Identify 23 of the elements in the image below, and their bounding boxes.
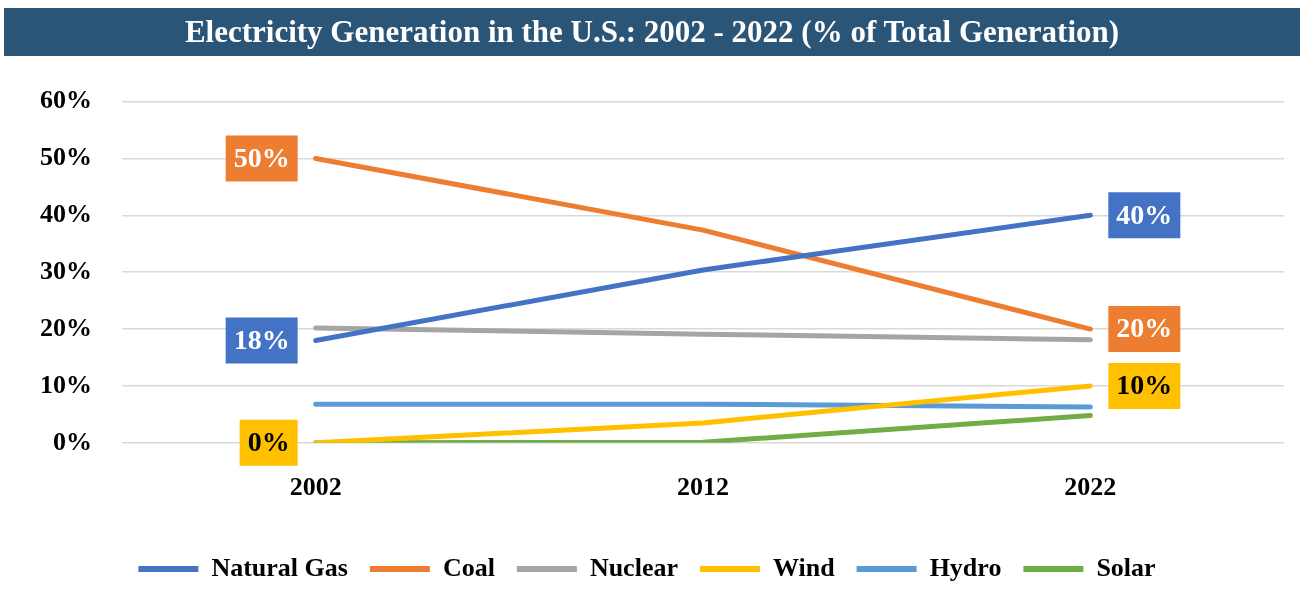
- data-label: 0%: [247, 426, 290, 458]
- y-tick-label: 20%: [40, 312, 92, 342]
- legend-label: Hydro: [929, 552, 1002, 582]
- data-label: 40%: [1116, 198, 1173, 230]
- y-tick-label: 0%: [53, 426, 92, 456]
- chart-title: Electricity Generation in the U.S.: 2002 - 2022 (% of Total Generation): [4, 8, 1300, 56]
- data-label: 10%: [1116, 369, 1173, 401]
- y-tick-label: 40%: [40, 199, 92, 229]
- y-tick-label: 10%: [40, 369, 92, 399]
- y-tick-label: 60%: [40, 85, 92, 115]
- x-tick-label: 2012: [677, 472, 729, 502]
- data-label: 20%: [1116, 312, 1173, 344]
- data-label: 50%: [233, 141, 290, 173]
- legend-label: Natural Gas: [211, 552, 348, 582]
- legend-label: Nuclear: [589, 552, 678, 582]
- x-tick-label: 2022: [1064, 472, 1117, 502]
- legend-label: Solar: [1096, 552, 1156, 582]
- x-tick-label: 2002: [289, 472, 342, 502]
- legend-label: Coal: [442, 552, 495, 582]
- legend-label: Wind: [772, 552, 836, 582]
- data-label: 18%: [233, 323, 290, 355]
- y-tick-label: 50%: [40, 142, 92, 172]
- y-tick-label: 30%: [40, 255, 92, 285]
